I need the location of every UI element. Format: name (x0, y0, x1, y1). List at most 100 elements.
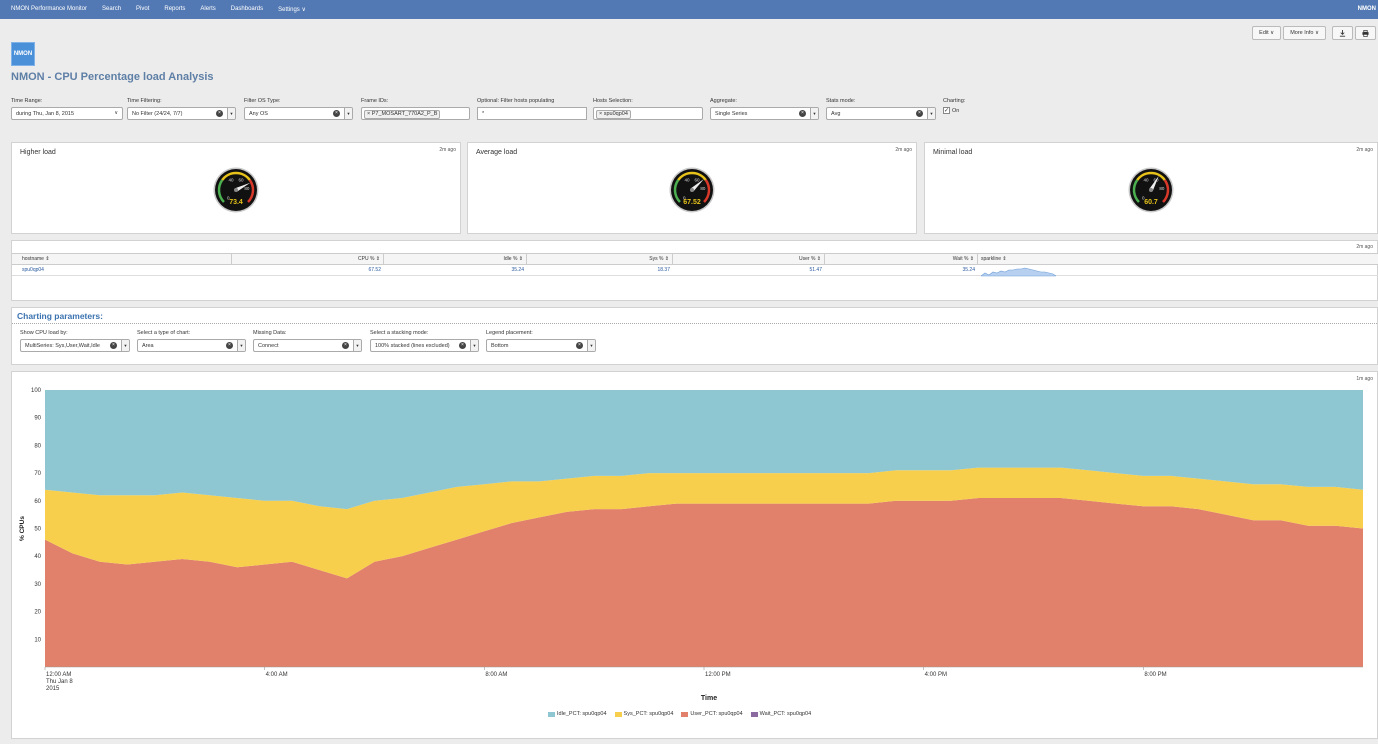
dropdown-arrow-icon[interactable]: ▼ (587, 340, 595, 351)
nav-alerts[interactable]: Alerts (200, 6, 216, 12)
nav-settings[interactable]: Settings ∨ (278, 7, 306, 13)
nav-pivot[interactable]: Pivot (136, 6, 150, 12)
y-tick-label: 50 (34, 527, 41, 533)
dropdown-arrow-icon[interactable]: ▼ (344, 108, 352, 119)
panel-updated-time: 2m ago (1356, 147, 1373, 153)
checkmark-icon[interactable]: ✓ (943, 107, 950, 114)
higher-load-panel: Higher load 2m ago 0 40 60 80 73.4 (11, 142, 461, 234)
dropdown-arrow-icon[interactable]: ▼ (227, 108, 235, 119)
edit-button[interactable]: Edit ∨ (1252, 26, 1282, 40)
hostname-cell[interactable]: spu0qp04 (22, 267, 44, 273)
y-tick-label: 10 (34, 637, 41, 643)
legend-swatch (750, 711, 758, 717)
stacking-mode-select[interactable]: 100% stacked (lines excluded) × ▼ (370, 339, 479, 352)
stats-mode-select[interactable]: Avg × ▼ (826, 107, 936, 120)
clear-icon[interactable]: × (333, 110, 340, 117)
area-series-user[interactable] (45, 498, 1363, 667)
dropdown-arrow-icon[interactable]: ▼ (927, 108, 935, 119)
stacking-mode-value: 100% stacked (lines excluded) (375, 343, 450, 349)
sparkline-chart (981, 267, 1056, 277)
legend-item-idle[interactable]: Idle_PCT: spu0qp04 (548, 711, 607, 717)
filter-hosts-input[interactable]: * (477, 107, 587, 120)
gauge-pivot (1149, 188, 1153, 192)
charting-checkbox[interactable]: ✓ On (943, 107, 983, 114)
host-stats-table: hostname ⇕ CPU % ⇕ Idle % ⇕ Sys % ⇕ User… (12, 253, 1378, 277)
y-tick-label: 20 (34, 610, 41, 616)
column-header-sparkline[interactable]: sparkline ⇕ (981, 256, 1007, 262)
legend-placement-value: Bottom (491, 343, 509, 349)
gauge-band-high (1162, 179, 1170, 203)
y-tick-label: 90 (34, 416, 41, 422)
dashboard-actions: Edit ∨ More Info ∨ (1252, 26, 1376, 40)
chart-type-label: Select a type of chart: (137, 330, 191, 336)
legend-item-wait[interactable]: Wait_PCT: spu0qp04 (750, 711, 811, 717)
dropdown-arrow-icon[interactable]: ▼ (353, 340, 361, 351)
time-filtering-select[interactable]: No Filter (24/24, 7/7) × ▼ (127, 107, 236, 120)
clear-icon[interactable]: × (226, 342, 233, 349)
print-button[interactable] (1355, 26, 1376, 40)
clear-icon[interactable]: × (342, 342, 349, 349)
cpu-cell: 67.52 (368, 267, 381, 273)
panel-title: Higher load (20, 149, 56, 156)
column-header-user[interactable]: User % ⇕ (673, 254, 825, 265)
missing-data-select[interactable]: Connect × ▼ (253, 339, 362, 352)
dropdown-arrow-icon[interactable]: ▼ (470, 340, 478, 351)
tag-remove-icon[interactable]: × (599, 111, 604, 117)
column-header-cpu[interactable]: CPU % ⇕ (232, 254, 384, 265)
os-type-select[interactable]: Any OS × ▼ (244, 107, 353, 120)
hosts-selection-filter: Hosts Selection: × spu0qp04 (593, 98, 703, 120)
top-nav-bar: NMON Performance Monitor Search Pivot Re… (0, 0, 1378, 19)
legend-item-user[interactable]: User_PCT: spu0qp04 (681, 711, 743, 717)
legend-swatch (548, 711, 555, 717)
aggregate-select[interactable]: Single Series × ▼ (710, 107, 819, 120)
legend-label: Sys_PCT: spu0qp04 (623, 711, 674, 717)
dropdown-arrow-icon[interactable]: ▼ (810, 108, 818, 119)
more-info-button[interactable]: More Info ∨ (1283, 26, 1326, 40)
wait-cell: 35.24 (962, 267, 975, 273)
tag-remove-icon[interactable]: × (367, 111, 372, 117)
gauge-tick-label: 40 (1143, 178, 1149, 183)
x-tick-label: 12:00 AM (46, 672, 71, 678)
missing-data-value: Connect (258, 343, 279, 349)
y-tick-label: 80 (34, 443, 41, 449)
nav-dashboards[interactable]: Dashboards (230, 6, 264, 12)
app-name-link[interactable]: NMON Performance Monitor (11, 6, 88, 12)
nav-reports[interactable]: Reports (164, 6, 186, 12)
area-series-idle[interactable] (45, 390, 1363, 510)
frame-id-tag-label: P7_MOSART_770A2_P_B (371, 111, 438, 117)
clear-icon[interactable]: × (110, 342, 117, 349)
host-tag[interactable]: × spu0qp04 (596, 110, 631, 119)
time-range-label: Time Range: (11, 98, 43, 104)
page-title: NMON - CPU Percentage load Analysis (11, 71, 214, 83)
legend-item-sys[interactable]: Sys_PCT: spu0qp04 (614, 711, 674, 717)
column-header-wait[interactable]: Wait % ⇕ (825, 254, 978, 265)
hosts-selection-multiselect[interactable]: × spu0qp04 (593, 107, 703, 120)
time-range-picker[interactable]: during Thu, Jan 8, 2015 ∨ (11, 107, 123, 120)
clear-icon[interactable]: × (459, 342, 466, 349)
download-button[interactable] (1332, 26, 1353, 40)
show-by-select[interactable]: MultiSeries: Sys,User,Wait,Idle × ▼ (20, 339, 130, 352)
frame-ids-multiselect[interactable]: × P7_MOSART_770A2_P_B (361, 107, 470, 120)
dropdown-arrow-icon[interactable]: ▼ (121, 340, 129, 351)
clear-icon[interactable]: × (576, 342, 583, 349)
aggregate-filter: Aggregate: Single Series × ▼ (710, 98, 819, 120)
column-header-hostname[interactable]: hostname ⇕ (12, 254, 232, 265)
column-header-sys[interactable]: Sys % ⇕ (527, 254, 673, 265)
legend-placement-select[interactable]: Bottom × ▼ (486, 339, 596, 352)
stats-mode-label: Stats mode: (826, 98, 856, 104)
dropdown-arrow-icon[interactable]: ▼ (237, 340, 245, 351)
chart-type-select[interactable]: Area × ▼ (137, 339, 246, 352)
panel-updated-time: 2m ago (895, 147, 912, 153)
nav-search[interactable]: Search (102, 6, 122, 12)
gauge-value: 67.52 (683, 199, 701, 206)
frame-id-tag[interactable]: × P7_MOSART_770A2_P_B (364, 110, 441, 119)
clear-icon[interactable]: × (916, 110, 923, 117)
clear-icon[interactable]: × (216, 110, 223, 117)
clear-icon[interactable]: × (799, 110, 806, 117)
gauge-tick-label: 60 (694, 178, 700, 183)
app-brand-right[interactable]: NMON (1357, 6, 1376, 12)
gauge-tick-label: 0 (227, 195, 230, 200)
column-header-idle[interactable]: Idle % ⇕ (384, 254, 527, 265)
area-series-sys[interactable] (45, 467, 1363, 579)
